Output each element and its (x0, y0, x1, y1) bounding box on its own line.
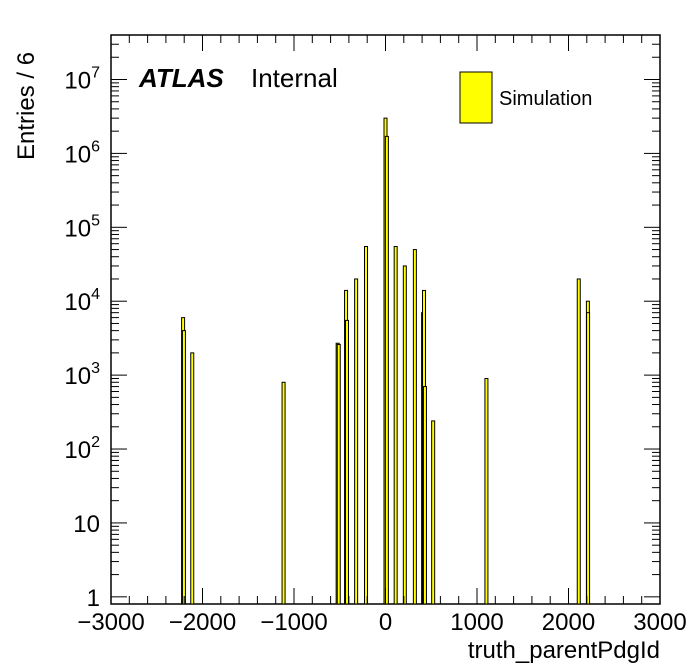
histogram-bin (344, 319, 349, 605)
x-tick-label: 2000 (542, 609, 595, 636)
y-tick-label: 104 (64, 286, 100, 316)
legend-swatch (459, 71, 493, 124)
y-tick-label: 102 (64, 434, 100, 464)
histogram-bin (402, 265, 407, 605)
histogram-bin (412, 249, 417, 605)
x-tick-label: −2000 (169, 609, 236, 636)
histogram-bin (384, 135, 389, 605)
histogram-bin (181, 330, 186, 605)
histogram-bin (586, 312, 591, 605)
y-axis-title: Entries / 6 (13, 52, 40, 160)
y-tick-label: 106 (64, 138, 100, 168)
histogram-bin (190, 352, 195, 605)
histogram-bin (431, 420, 436, 605)
x-axis-title: truth_parentPdgId (468, 637, 660, 664)
y-tick-labels: 1 10 102 103 104 105 106 107 (64, 65, 100, 612)
histogram-bin (354, 278, 359, 605)
x-tick-label: 3000 (633, 609, 686, 636)
y-tick-label: 10 (73, 511, 100, 538)
legend-label-simulation: Simulation (499, 88, 592, 110)
x-tick-label: 1000 (450, 609, 503, 636)
x-tick-label: −1000 (260, 609, 327, 636)
x-tick-label: −3000 (77, 609, 144, 636)
axis-ticks (110, 34, 661, 604)
histogram-bin (422, 386, 427, 605)
histogram-bars (181, 117, 591, 605)
legend: Simulation (459, 71, 592, 124)
internal-label: Internal (251, 63, 338, 93)
histogram-bin (576, 278, 581, 605)
histogram-bin (484, 378, 489, 605)
histogram-bin (364, 246, 369, 605)
y-tick-label: 1 (87, 585, 100, 612)
atlas-label: ATLAS (138, 63, 224, 93)
y-tick-label: 103 (64, 360, 100, 390)
histogram-bin (393, 246, 398, 605)
x-tick-labels: −3000 −2000 −1000 0 1000 2000 3000 (77, 609, 686, 636)
y-tick-label: 105 (64, 212, 100, 242)
histogram-bin (336, 343, 341, 605)
y-tick-label: 107 (64, 65, 100, 95)
histogram-bin (281, 381, 286, 605)
x-tick-label: 0 (379, 609, 392, 636)
